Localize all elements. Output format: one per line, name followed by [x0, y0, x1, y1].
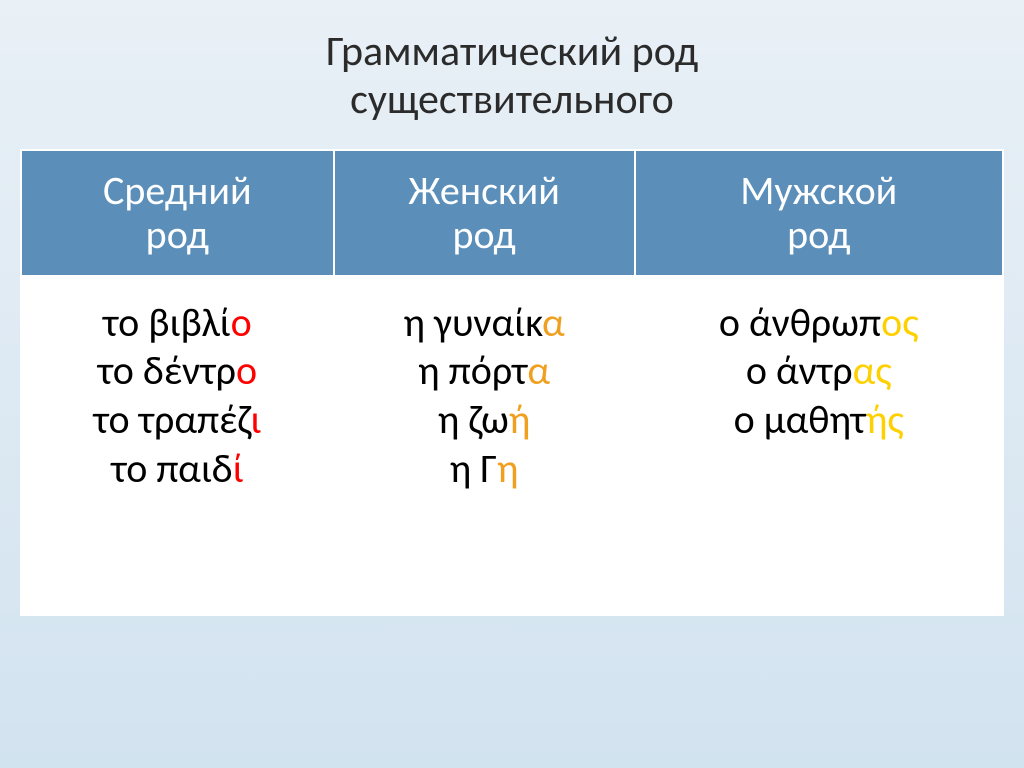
word-line: ο άνθρωπος	[640, 299, 998, 348]
table-header-row: Средний род Женский род Мужской род	[21, 150, 1003, 276]
col-masculine-header: Мужской род	[635, 150, 1003, 276]
word-line: ο άντρας	[640, 347, 998, 396]
col-header-label: род	[787, 210, 850, 259]
col-neuter-header: Средний род	[21, 150, 334, 276]
word-base: ο άνθρωπ	[719, 298, 881, 347]
word-suffix: η	[497, 444, 518, 493]
col-header-label: Средний	[103, 166, 252, 215]
word-suffix: ας	[853, 346, 892, 395]
cell-neuter: το βιβλίοτο δέντροτο τραπέζιτο παιδί	[21, 276, 334, 615]
col-header-label: Женский	[408, 166, 559, 215]
word-suffix: ι	[250, 395, 261, 444]
word-line: η ζωή	[339, 396, 630, 445]
word-suffix: α	[527, 346, 550, 395]
word-suffix: ί	[233, 444, 244, 493]
word-line: η Γη	[339, 445, 630, 494]
word-line: η πόρτα	[339, 347, 630, 396]
word-line: το βιβλίο	[26, 299, 329, 348]
word-base: η πόρτ	[418, 346, 527, 395]
word-base: το βιβλί	[103, 298, 231, 347]
word-base: το τραπέζ	[93, 395, 250, 444]
gender-table: Средний род Женский род Мужской род το β…	[20, 149, 1004, 616]
col-feminine-header: Женский род	[334, 150, 635, 276]
word-suffix: ο	[236, 346, 257, 395]
word-base: το δέντρ	[98, 346, 236, 395]
col-header-label: род	[146, 210, 209, 259]
word-line: η γυναίκα	[339, 299, 630, 348]
word-base: ο μαθητ	[734, 395, 866, 444]
word-suffix: α	[542, 298, 565, 347]
word-base: ο άντρ	[746, 346, 853, 395]
slide-title: Грамматический род существительного	[326, 28, 698, 125]
title-line-1: Грамматический род	[326, 26, 698, 77]
word-base: η ζω	[438, 395, 509, 444]
title-line-2: существительного	[350, 74, 674, 125]
word-base: η γυναίκ	[403, 298, 542, 347]
col-header-label: род	[452, 210, 515, 259]
cell-masculine: ο άνθρωποςο άντραςο μαθητής	[635, 276, 1003, 615]
cell-feminine: η γυναίκαη πόρταη ζωήη Γη	[334, 276, 635, 615]
word-line: το δέντρο	[26, 347, 329, 396]
word-suffix: ο	[231, 298, 252, 347]
word-suffix: ος	[881, 298, 919, 347]
word-suffix: ή	[509, 395, 530, 444]
word-suffix: ής	[866, 395, 904, 444]
word-line: το παιδί	[26, 445, 329, 494]
slide: Грамматический род существительного Сред…	[0, 0, 1024, 768]
word-base: η Γ	[450, 444, 497, 493]
table-row: το βιβλίοτο δέντροτο τραπέζιτο παιδί η γ…	[21, 276, 1003, 615]
word-line: ο μαθητής	[640, 396, 998, 445]
col-header-label: Мужской	[740, 166, 897, 215]
word-base: το παιδ	[111, 444, 232, 493]
word-line: το τραπέζι	[26, 396, 329, 445]
